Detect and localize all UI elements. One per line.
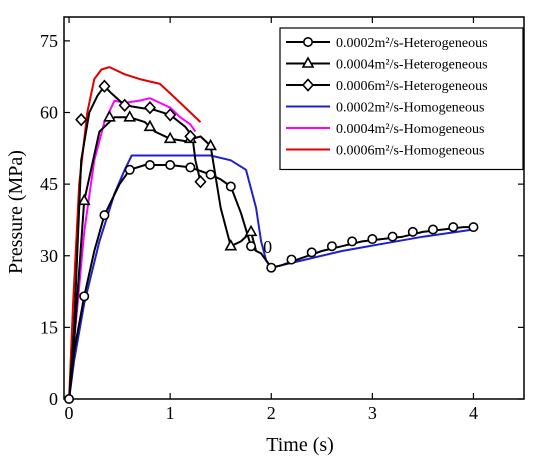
series-0-point [407, 226, 418, 237]
series-0-point [99, 210, 110, 221]
series-2-point [75, 112, 88, 127]
y-tick-label: 15 [40, 317, 58, 337]
series-2-point [98, 79, 111, 93]
series-1-point [163, 131, 177, 144]
x-tick-label: 2 [267, 403, 276, 423]
series-2-point [164, 108, 177, 122]
legend-entry-3: 0.0002m²/s-Homogeneous [336, 101, 484, 116]
y-tick-label: 60 [40, 103, 58, 123]
series-1-point [224, 239, 238, 251]
series-1-point [103, 110, 116, 122]
plot-frame-group [63, 16, 525, 400]
series-0-point [165, 160, 176, 171]
legend: 0.0002m²/s-Heterogeneous 0.0004m²/s-Heter… [279, 27, 524, 171]
series-group [64, 66, 479, 404]
x-tick-label: 3 [368, 403, 377, 423]
annotations: 0 [263, 237, 272, 257]
series-1-point [204, 138, 217, 151]
series-0-point [225, 181, 236, 192]
series-0-point [428, 224, 439, 235]
x-tick-label: 4 [469, 403, 478, 423]
legend-marker-0 [302, 36, 313, 47]
legend-box [279, 27, 524, 171]
legend-marker-1 [301, 56, 315, 68]
axis-ticks: 0 1 2 3 4 0 15 30 45 60 75 [40, 17, 524, 423]
y-axis-label: Pressure (MPa) [5, 150, 27, 274]
series-0-point [468, 222, 479, 233]
series-line-3 [68, 154, 474, 400]
series-0-point [79, 291, 90, 302]
y-tick-label: 75 [40, 31, 58, 51]
legend-entry-2: 0.0006m²/s-Heterogeneous [336, 79, 488, 94]
series-2-point [143, 101, 157, 115]
plot-frame [63, 16, 525, 400]
series-0-point [144, 160, 155, 171]
x-tick-label: 0 [65, 403, 74, 423]
series-0-point [306, 247, 317, 258]
y-tick-label: 30 [40, 246, 58, 266]
series-0-point [347, 236, 358, 247]
series-0-point [124, 164, 135, 175]
annotation-text: 0 [263, 237, 272, 257]
series-1-point [143, 119, 157, 132]
series-0-point [64, 393, 75, 404]
y-tick-label: 0 [49, 389, 58, 409]
series-2-point [184, 129, 197, 144]
series-line-4 [68, 97, 197, 400]
x-tick-label: 1 [166, 403, 175, 423]
series-0-point [387, 231, 398, 242]
series-0-point [205, 169, 216, 180]
series-0-point [286, 254, 297, 265]
series-line-0 [68, 164, 474, 400]
legend-marker-2 [301, 78, 315, 92]
series-0-point [266, 262, 277, 273]
series-2-point [118, 98, 131, 113]
legend-entry-4: 0.0004m²/s-Homogeneous [336, 122, 484, 137]
series-0-point [185, 162, 196, 173]
series-1-point [77, 193, 91, 206]
legend-entry-0: 0.0002m²/s-Heterogeneous [336, 36, 488, 51]
series-0-point [367, 234, 378, 245]
series-line-2 [68, 85, 202, 400]
series-1-point [244, 224, 258, 237]
legend-entry-1: 0.0004m²/s-Heterogeneous [336, 58, 488, 73]
series-1-point [123, 110, 137, 122]
series-2-point [194, 175, 207, 189]
y-tick-label: 45 [40, 174, 58, 194]
x-axis-label: Time (s) [266, 434, 334, 456]
legend-entry-5: 0.0006m²/s-Homogeneous [336, 144, 484, 159]
series-0-point [246, 241, 257, 252]
series-0-point [448, 222, 459, 233]
series-0-point [326, 241, 337, 252]
